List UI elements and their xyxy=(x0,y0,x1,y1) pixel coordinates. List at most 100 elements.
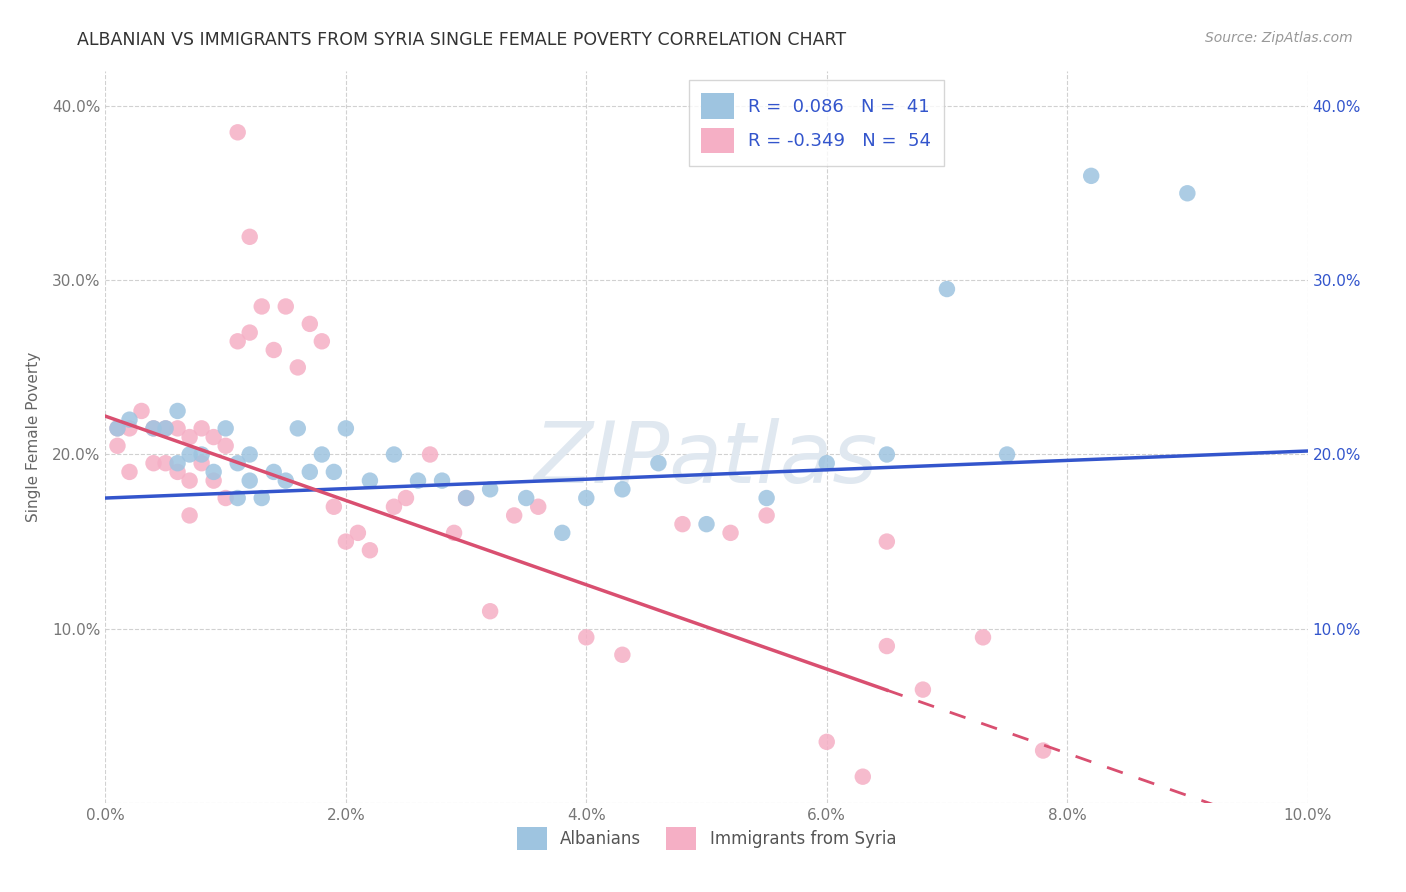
Point xyxy=(118,421,141,435)
Text: ALBANIAN VS IMMIGRANTS FROM SYRIA SINGLE FEMALE POVERTY CORRELATION CHART: ALBANIAN VS IMMIGRANTS FROM SYRIA SINGLE… xyxy=(77,31,846,49)
Point xyxy=(166,456,188,470)
Y-axis label: Single Female Poverty: Single Female Poverty xyxy=(25,352,41,522)
Point xyxy=(359,474,381,488)
Legend: Albanians, Immigrants from Syria: Albanians, Immigrants from Syria xyxy=(508,817,905,860)
Point xyxy=(1032,743,1054,757)
Text: Source: ZipAtlas.com: Source: ZipAtlas.com xyxy=(1205,31,1353,45)
Point xyxy=(755,508,778,523)
Point xyxy=(647,456,669,470)
Point xyxy=(335,421,357,435)
Point xyxy=(575,491,598,505)
Point xyxy=(107,439,129,453)
Point xyxy=(239,326,262,340)
Point xyxy=(347,525,370,540)
Point xyxy=(250,491,273,505)
Point xyxy=(118,412,141,426)
Point xyxy=(972,631,994,645)
Point xyxy=(852,770,875,784)
Point xyxy=(575,631,598,645)
Point xyxy=(179,430,201,444)
Point xyxy=(1080,169,1102,183)
Point xyxy=(335,534,357,549)
Point xyxy=(190,421,212,435)
Point xyxy=(155,456,177,470)
Point xyxy=(456,491,478,505)
Point xyxy=(155,421,177,435)
Point xyxy=(142,421,165,435)
Point xyxy=(395,491,418,505)
Point xyxy=(155,421,177,435)
Point xyxy=(515,491,537,505)
Point xyxy=(166,465,188,479)
Point xyxy=(671,517,693,532)
Point xyxy=(179,474,201,488)
Point xyxy=(107,421,129,435)
Point xyxy=(239,229,262,244)
Point xyxy=(179,448,201,462)
Point xyxy=(263,343,285,357)
Point xyxy=(226,125,249,139)
Point xyxy=(527,500,550,514)
Point xyxy=(298,317,321,331)
Point xyxy=(131,404,153,418)
Point xyxy=(936,282,959,296)
Point xyxy=(430,474,453,488)
Point xyxy=(503,508,526,523)
Point xyxy=(815,735,838,749)
Point xyxy=(190,448,212,462)
Point xyxy=(322,500,344,514)
Point xyxy=(214,439,236,453)
Point xyxy=(274,300,297,314)
Point xyxy=(250,300,273,314)
Point xyxy=(287,360,309,375)
Point xyxy=(456,491,478,505)
Point xyxy=(612,648,634,662)
Point xyxy=(214,491,236,505)
Point xyxy=(142,456,165,470)
Point xyxy=(142,421,165,435)
Point xyxy=(263,465,285,479)
Point xyxy=(190,456,212,470)
Point xyxy=(311,448,333,462)
Point xyxy=(551,525,574,540)
Point xyxy=(202,465,225,479)
Point xyxy=(107,421,129,435)
Point xyxy=(911,682,934,697)
Point xyxy=(226,491,249,505)
Point xyxy=(876,639,898,653)
Point xyxy=(166,404,188,418)
Point xyxy=(179,508,201,523)
Point xyxy=(720,525,742,540)
Point xyxy=(202,474,225,488)
Point xyxy=(287,421,309,435)
Point xyxy=(479,483,502,497)
Point xyxy=(322,465,344,479)
Point xyxy=(239,474,262,488)
Point xyxy=(359,543,381,558)
Point xyxy=(382,448,405,462)
Point xyxy=(419,448,441,462)
Point xyxy=(214,421,236,435)
Point xyxy=(239,448,262,462)
Point xyxy=(612,483,634,497)
Point xyxy=(274,474,297,488)
Point xyxy=(479,604,502,618)
Point xyxy=(696,517,718,532)
Point xyxy=(166,421,188,435)
Point xyxy=(311,334,333,349)
Point xyxy=(382,500,405,514)
Text: ZIPatlas: ZIPatlas xyxy=(534,417,879,500)
Point xyxy=(995,448,1018,462)
Point xyxy=(202,430,225,444)
Point xyxy=(406,474,429,488)
Point xyxy=(755,491,778,505)
Point xyxy=(876,534,898,549)
Point xyxy=(118,465,141,479)
Point xyxy=(815,456,838,470)
Point xyxy=(876,448,898,462)
Point xyxy=(226,456,249,470)
Point xyxy=(226,334,249,349)
Point xyxy=(443,525,465,540)
Point xyxy=(298,465,321,479)
Point xyxy=(1177,186,1199,201)
